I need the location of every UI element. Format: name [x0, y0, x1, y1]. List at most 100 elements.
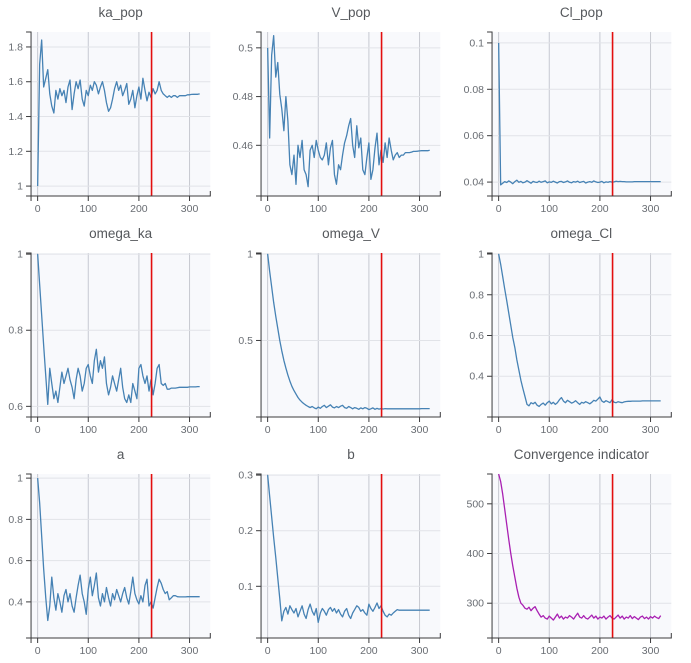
convergence-trace-line [497, 253, 661, 408]
y-tick-label: 0.8 [8, 325, 23, 337]
plot-title-omega-cl: omega_Cl [550, 226, 613, 241]
x-tick-label: 200 [130, 645, 148, 657]
plot-title-omega-v: omega_V [322, 226, 380, 241]
plot-canvas-convergence-indicator[interactable]: 0 100 200 300 300 400 500 [461, 442, 691, 663]
axis-lines [256, 252, 442, 422]
x-tick-label: 0 [265, 424, 271, 436]
y-tick-label: 0.8 [8, 514, 23, 526]
subplot-v-pop: 0 100 200 300 0.46 0.48 0.5 V_pop [230, 0, 460, 221]
y-tick-label: 0.06 [463, 130, 484, 142]
subplot-omega-v: 0 100 200 300 0.5 1 omega_V [230, 221, 460, 442]
x-tick-label: 200 [360, 424, 378, 436]
x-tick-label: 100 [540, 645, 558, 657]
subplot-cl-pop: 0 100 200 300 0.04 0.06 0.08 0.1 Cl_pop [461, 0, 691, 221]
y-tick-label: 1.2 [8, 146, 23, 158]
x-tick-label: 300 [641, 203, 659, 215]
x-tick-label: 200 [591, 645, 609, 657]
x-tick-label: 300 [641, 424, 659, 436]
y-tick-label: 1 [248, 248, 254, 260]
x-tick-label: 0 [265, 203, 271, 215]
plot-area-background [491, 474, 671, 638]
x-tick-label: 300 [181, 645, 199, 657]
x-tick-label: 0 [35, 424, 41, 436]
y-tick-label: 0.8 [469, 289, 484, 301]
y-tick-label: 1.4 [8, 111, 23, 123]
convergence-trace-line [37, 478, 200, 622]
y-tick-label: 1 [17, 473, 23, 485]
y-tick-label: 0.4 [469, 371, 484, 383]
axis-lines [26, 31, 211, 201]
plot-canvas-ka-pop[interactable]: 0 100 200 300 1 1.2 1.4 1.6 1.8 [0, 0, 230, 221]
x-tick-label: 0 [495, 645, 501, 657]
y-tick-label: 0.6 [8, 555, 23, 567]
x-tick-label: 300 [411, 203, 429, 215]
subplot-convergence-indicator: 0 100 200 300 300 400 500 Convergence indicato… [461, 442, 691, 663]
y-tick-label: 0.1 [239, 581, 254, 593]
convergence-trace-line [37, 39, 200, 187]
y-tick-label: 1 [478, 249, 484, 261]
plot-title-ka-pop: ka_pop [98, 5, 143, 20]
x-tick-label: 100 [79, 645, 97, 657]
subplot-b: 0 100 200 300 0.1 0.2 0.3 b [230, 442, 460, 663]
x-tick-label: 100 [310, 203, 328, 215]
y-tick-label: 0.6 [8, 401, 23, 413]
x-tick-label: 300 [181, 203, 199, 215]
x-tick-label: 300 [411, 645, 429, 657]
axis-lines [26, 473, 211, 643]
convergence-trace-line [497, 473, 661, 621]
subplot-omega-ka: 0 100 200 300 0.6 0.8 1 omega_ka [0, 221, 230, 442]
y-tick-label: 0.5 [239, 42, 254, 54]
plot-canvas-a[interactable]: 0 100 200 300 0.4 0.6 0.8 1 [0, 442, 230, 663]
convergence-trace-line [267, 35, 431, 188]
plot-area-background [31, 32, 211, 196]
subplot-a: 0 100 200 300 0.4 0.6 0.8 1 a [0, 442, 230, 663]
plot-canvas-omega-cl[interactable]: 0 100 200 300 0.4 0.6 0.8 1 [461, 221, 691, 442]
x-tick-label: 0 [265, 645, 271, 657]
x-tick-label: 100 [540, 203, 558, 215]
y-tick-label: 0.4 [8, 596, 23, 608]
plot-canvas-omega-ka[interactable]: 0 100 200 300 0.6 0.8 1 [0, 221, 230, 442]
plot-canvas-b[interactable]: 0 100 200 300 0.1 0.2 0.3 [230, 442, 460, 663]
x-tick-label: 0 [495, 203, 501, 215]
y-tick-label: 0.3 [239, 470, 254, 482]
y-tick-label: 0.04 [463, 177, 484, 189]
plot-title-omega-ka: omega_ka [89, 226, 153, 241]
y-tick-label: 1 [17, 181, 23, 193]
x-tick-label: 200 [130, 424, 148, 436]
x-tick-label: 100 [310, 645, 328, 657]
convergence-trace-line [267, 253, 431, 411]
plot-title-cl-pop: Cl_pop [559, 5, 603, 20]
plot-area-background [491, 32, 671, 196]
axis-lines [486, 252, 672, 422]
plot-area-background [31, 253, 211, 417]
x-tick-label: 200 [360, 203, 378, 215]
plot-canvas-cl-pop[interactable]: 0 100 200 300 0.04 0.06 0.08 0.1 [461, 0, 691, 221]
y-tick-label: 1.6 [8, 76, 23, 88]
y-tick-label: 1 [17, 249, 23, 261]
x-tick-label: 0 [35, 645, 41, 657]
x-tick-label: 0 [35, 203, 41, 215]
convergence-trace-line [497, 42, 661, 186]
y-tick-label: 1.8 [8, 41, 23, 53]
plot-title-convergence-indicator: Convergence indicator [513, 447, 649, 462]
plot-canvas-v-pop[interactable]: 0 100 200 300 0.46 0.48 0.5 [230, 0, 460, 221]
x-tick-label: 300 [181, 424, 199, 436]
plot-canvas-omega-v[interactable]: 0 100 200 300 0.5 1 [230, 221, 460, 442]
plot-area-background [31, 474, 211, 638]
axis-lines [256, 31, 442, 201]
subplot-omega-cl: 0 100 200 300 0.4 0.6 0.8 1 omega_Cl [461, 221, 691, 442]
y-tick-label: 0.5 [239, 335, 254, 347]
x-tick-label: 200 [360, 645, 378, 657]
axis-lines [486, 473, 672, 643]
x-tick-label: 100 [79, 424, 97, 436]
plot-area-background [261, 253, 441, 417]
x-tick-label: 100 [79, 203, 97, 215]
x-tick-label: 0 [495, 424, 501, 436]
y-tick-label: 0.48 [233, 91, 254, 103]
y-tick-label: 0.46 [233, 140, 254, 152]
plot-title-a: a [116, 447, 125, 462]
plot-title-v-pop: V_pop [331, 5, 371, 20]
axis-lines [26, 252, 211, 422]
y-tick-label: 400 [466, 548, 484, 560]
